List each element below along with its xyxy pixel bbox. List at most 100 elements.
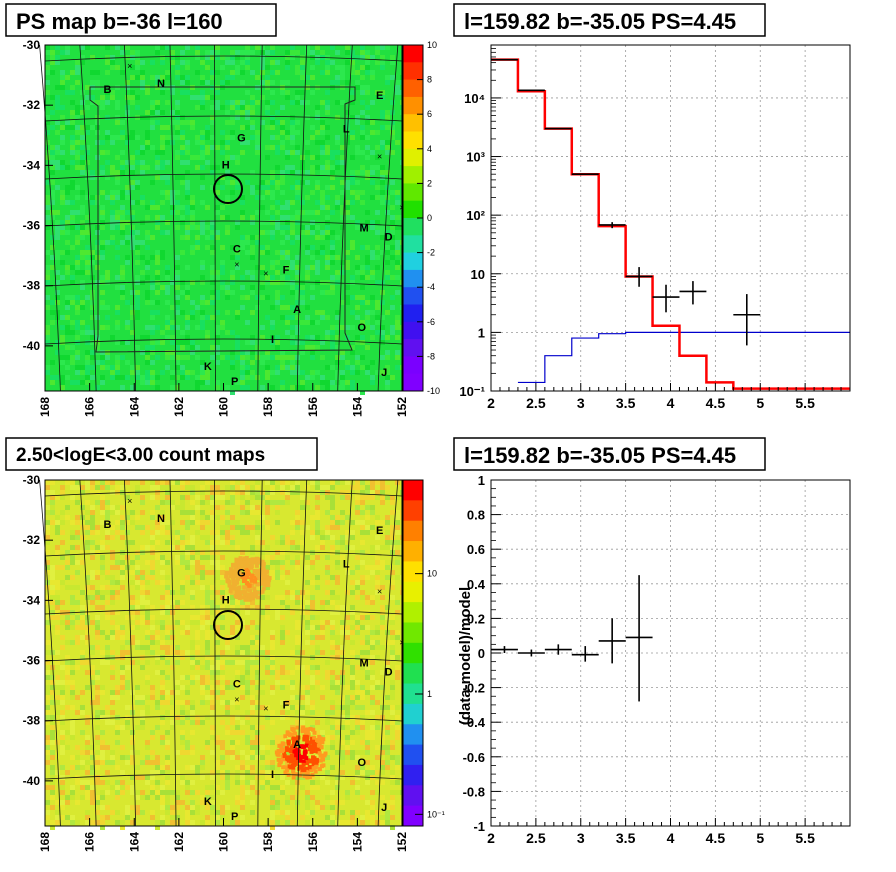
- noise-pixel: [165, 755, 170, 760]
- noise-pixel: [325, 170, 330, 175]
- noise-pixel: [360, 625, 365, 630]
- noise-pixel: [210, 490, 215, 495]
- noise-pixel: [175, 300, 180, 305]
- noise-pixel: [295, 170, 300, 175]
- noise-pixel: [335, 235, 340, 240]
- noise-pixel: [265, 295, 270, 300]
- noise-pixel: [100, 375, 105, 380]
- noise-pixel: [195, 165, 200, 170]
- noise-pixel: [100, 95, 105, 100]
- noise-pixel: [310, 320, 315, 325]
- noise-pixel: [75, 210, 80, 215]
- noise-pixel: [165, 70, 170, 75]
- noise-pixel: [215, 45, 220, 50]
- colorbar-tick-label: 6: [427, 109, 432, 119]
- noise-pixel: [50, 235, 55, 240]
- noise-pixel: [395, 245, 400, 250]
- noise-pixel: [85, 145, 90, 150]
- noise-pixel: [305, 600, 310, 605]
- noise-pixel: [60, 340, 65, 345]
- noise-pixel: [235, 525, 240, 530]
- noise-pixel: [225, 660, 230, 665]
- noise-pixel: [175, 385, 180, 390]
- noise-pixel: [80, 635, 85, 640]
- noise-pixel: [215, 350, 220, 355]
- noise-pixel: [185, 650, 190, 655]
- y-tick-label: 1: [478, 325, 485, 340]
- noise-pixel: [130, 245, 135, 250]
- noise-pixel: [120, 560, 125, 565]
- noise-pixel: [185, 80, 190, 85]
- colorbar-segment: [403, 304, 423, 323]
- noise-pixel: [130, 520, 135, 525]
- noise-pixel: [265, 350, 270, 355]
- noise-pixel: [45, 305, 50, 310]
- noise-pixel: [160, 285, 165, 290]
- noise-pixel: [365, 670, 370, 675]
- noise-pixel: [395, 560, 400, 565]
- noise-pixel: [160, 140, 165, 145]
- noise-pixel: [235, 115, 240, 120]
- noise-pixel: [235, 490, 240, 495]
- noise-pixel: [390, 755, 395, 760]
- noise-pixel: [340, 750, 345, 755]
- colorbar-segment: [403, 235, 423, 254]
- noise-pixel: [50, 675, 55, 680]
- noise-pixel: [145, 140, 150, 145]
- noise-pixel: [185, 90, 190, 95]
- noise-pixel: [310, 640, 315, 645]
- noise-pixel: [335, 635, 340, 640]
- noise-pixel: [345, 215, 350, 220]
- noise-pixel: [375, 45, 380, 50]
- noise-pixel: [240, 275, 245, 280]
- noise-pixel: [365, 740, 370, 745]
- noise-pixel: [135, 260, 140, 265]
- noise-pixel: [110, 200, 115, 205]
- noise-pixel: [275, 60, 280, 65]
- noise-pixel: [110, 590, 115, 595]
- noise-pixel: [165, 480, 170, 485]
- noise-pixel: [350, 345, 355, 350]
- noise-pixel: [150, 495, 155, 500]
- noise-pixel: [195, 55, 200, 60]
- noise-pixel: [70, 785, 75, 790]
- noise-pixel: [365, 625, 370, 630]
- noise-pixel: [210, 95, 215, 100]
- noise-pixel: [305, 150, 310, 155]
- noise-pixel: [100, 210, 105, 215]
- noise-pixel: [250, 660, 255, 665]
- noise-pixel: [175, 135, 180, 140]
- noise-pixel: [365, 815, 370, 820]
- noise-pixel: [285, 810, 290, 815]
- noise-pixel: [165, 335, 170, 340]
- noise-pixel: [255, 525, 260, 530]
- noise-pixel: [215, 270, 220, 275]
- noise-pixel: [120, 70, 125, 75]
- noise-pixel: [370, 165, 375, 170]
- noise-pixel: [255, 640, 260, 645]
- noise-pixel: [60, 800, 65, 805]
- noise-pixel: [175, 295, 180, 300]
- noise-pixel: [380, 95, 385, 100]
- noise-pixel: [230, 75, 235, 80]
- source-label-l: L: [343, 123, 350, 135]
- noise-pixel: [295, 130, 300, 135]
- noise-pixel: [95, 670, 100, 675]
- source-label-m: M: [359, 223, 368, 235]
- noise-pixel: [355, 265, 360, 270]
- noise-pixel: [50, 150, 55, 155]
- noise-pixel: [110, 635, 115, 640]
- noise-pixel: [370, 615, 375, 620]
- noise-pixel: [275, 615, 280, 620]
- noise-pixel: [210, 300, 215, 305]
- noise-pixel: [230, 520, 235, 525]
- noise-pixel: [270, 265, 275, 270]
- noise-pixel: [170, 645, 175, 650]
- noise-pixel: [280, 230, 285, 235]
- noise-pixel: [65, 75, 70, 80]
- noise-pixel: [165, 540, 170, 545]
- noise-pixel: [205, 135, 210, 140]
- noise-pixel: [285, 90, 290, 95]
- noise-pixel: [280, 355, 285, 360]
